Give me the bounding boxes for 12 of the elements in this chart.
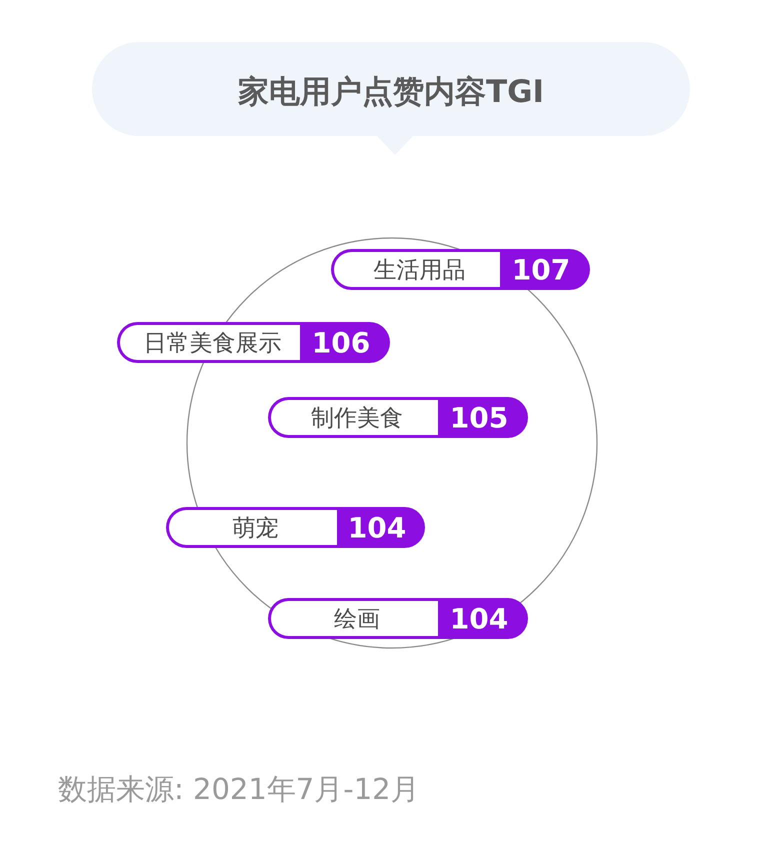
category-label: 生活用品 (374, 258, 466, 284)
category-label: 制作美食 (311, 406, 403, 432)
data-label: 106 (312, 326, 370, 360)
data-label: 105 (450, 402, 508, 434)
category-label: 萌宠 (232, 516, 278, 542)
data-label: 104 (450, 602, 508, 636)
source-note: 数据来源: 2021年7月-12月 (58, 772, 420, 806)
text: 家电用户点赞内容TGI (238, 74, 544, 110)
category-label: 绘画 (334, 606, 380, 632)
data-label: 104 (348, 512, 406, 544)
category-label: 日常美食展示 (144, 330, 282, 356)
data-label: 107 (512, 254, 570, 286)
